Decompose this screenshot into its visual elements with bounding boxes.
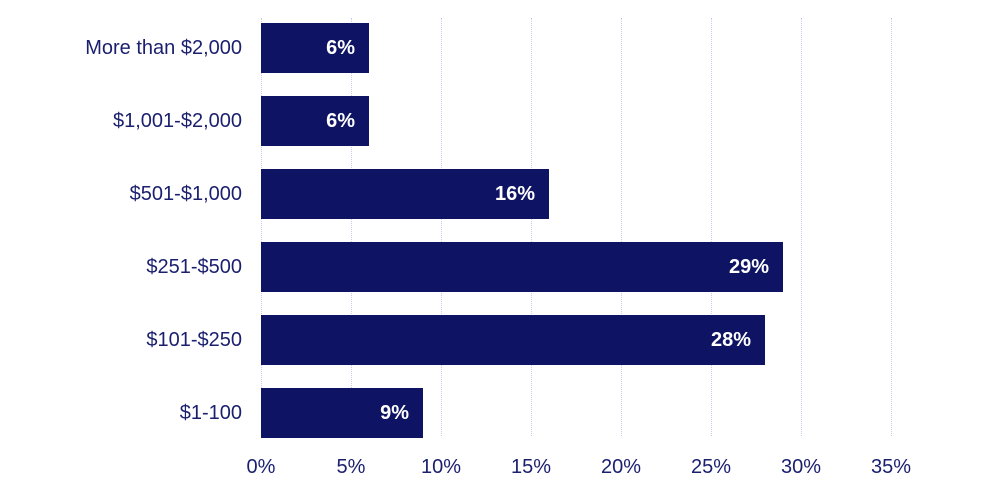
gridline [801,18,802,436]
category-label: $101-$250 [146,329,242,351]
gridline [441,18,442,436]
bar: 29% [261,242,783,292]
gridline [351,18,352,436]
x-tick-label: 15% [510,456,552,478]
x-tick-label: 20% [600,456,642,478]
category-label: $1-100 [179,402,242,424]
gridline [531,18,532,436]
bar-value-label: 16% [494,183,535,205]
category-label: $501-$1,000 [129,183,242,205]
gridline [891,18,892,436]
bar: 16% [261,169,549,219]
category-label: $251-$500 [146,256,242,278]
category-label: $1,001-$2,000 [112,110,242,132]
x-tick-label: 30% [780,456,822,478]
x-tick-label: 0% [246,456,276,478]
x-tick-label: 25% [690,456,732,478]
bar-value-label: 6% [326,37,355,59]
x-tick-label: 5% [336,456,366,478]
x-tick-label: 10% [420,456,462,478]
gridline [261,18,262,436]
category-label: More than $2,000 [85,37,242,59]
gridline [621,18,622,436]
gridline [711,18,712,436]
bar-value-label: 29% [728,256,769,278]
bar-value-label: 28% [710,329,751,351]
bar-value-label: 6% [326,110,355,132]
bar-value-label: 9% [380,402,409,424]
bar: 28% [261,315,765,365]
bar: 6% [261,96,369,146]
bar: 6% [261,23,369,73]
bar: 9% [261,388,423,438]
x-tick-label: 35% [870,456,912,478]
